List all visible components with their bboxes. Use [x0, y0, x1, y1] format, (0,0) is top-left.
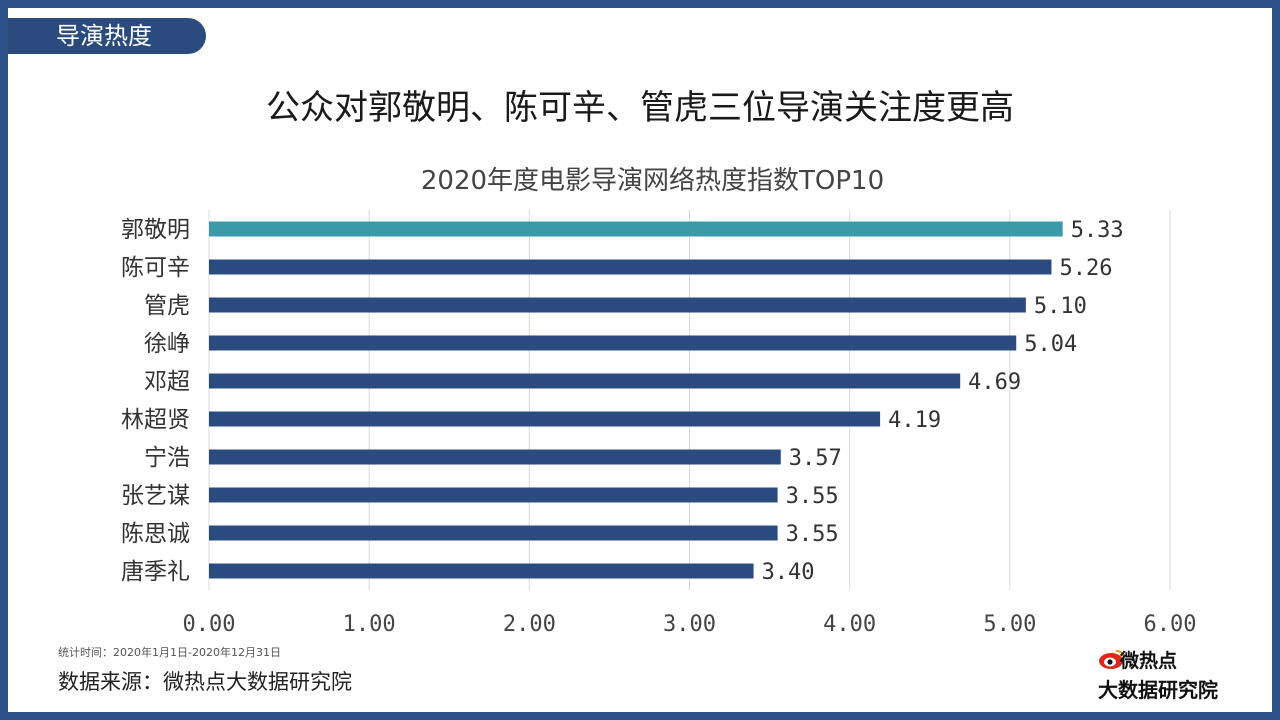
- value-label: 3.57: [789, 446, 842, 471]
- x-tick-label: 3.00: [663, 612, 716, 637]
- bar: [209, 259, 1052, 275]
- bar: [209, 335, 1017, 351]
- bar: [209, 487, 778, 503]
- value-label: 3.55: [786, 522, 839, 547]
- logo-line1: 微热点: [1120, 650, 1178, 672]
- x-tick-label: 4.00: [823, 612, 876, 637]
- chart-title: 2020年度电影导演网络热度指数TOP10: [420, 166, 885, 196]
- category-label: 郭敬明: [121, 217, 190, 243]
- category-label: 唐季礼: [121, 559, 190, 585]
- logo: 微热点 大数据研究院: [1098, 646, 1238, 702]
- value-label: 3.40: [762, 560, 815, 585]
- category-label: 林超贤: [121, 407, 190, 433]
- x-tick-label: 5.00: [983, 612, 1036, 637]
- category-label: 徐峥: [144, 331, 190, 357]
- data-source: 数据来源：微热点大数据研究院: [58, 670, 352, 694]
- headline: 公众对郭敬明、陈可辛、管虎三位导演关注度更高: [266, 88, 1014, 128]
- bar: [209, 221, 1063, 237]
- x-tick-label: 0.00: [183, 612, 236, 637]
- logo-line2: 大数据研究院: [1098, 678, 1218, 702]
- value-label: 3.55: [786, 484, 839, 509]
- value-label: 4.19: [888, 408, 941, 433]
- value-label: 5.10: [1034, 294, 1087, 319]
- category-label: 管虎: [144, 293, 190, 319]
- category-label: 宁浩: [144, 445, 190, 471]
- bar: [209, 449, 781, 465]
- value-label: 4.69: [968, 370, 1021, 395]
- bar: [209, 297, 1026, 313]
- section-tab: 导演热度: [8, 18, 206, 54]
- bar: [209, 411, 881, 427]
- x-tick-label: 1.00: [343, 612, 396, 637]
- category-label: 邓超: [144, 369, 190, 395]
- x-tick-label: 2.00: [503, 612, 556, 637]
- slide-frame: [8, 8, 1272, 712]
- bar: [209, 563, 754, 579]
- category-label: 陈可辛: [121, 255, 190, 281]
- statistics-period-note: 统计时间：2020年1月1日-2020年12月31日: [58, 646, 281, 659]
- value-label: 5.33: [1071, 218, 1124, 243]
- weibo-eye-icon: [1099, 650, 1125, 669]
- category-label: 张艺谋: [121, 483, 190, 509]
- bar: [209, 525, 778, 541]
- category-label: 陈思诚: [121, 521, 190, 547]
- value-label: 5.04: [1024, 332, 1077, 357]
- value-label: 5.26: [1059, 256, 1112, 281]
- bar: [209, 373, 961, 389]
- x-tick-label: 6.00: [1144, 612, 1197, 637]
